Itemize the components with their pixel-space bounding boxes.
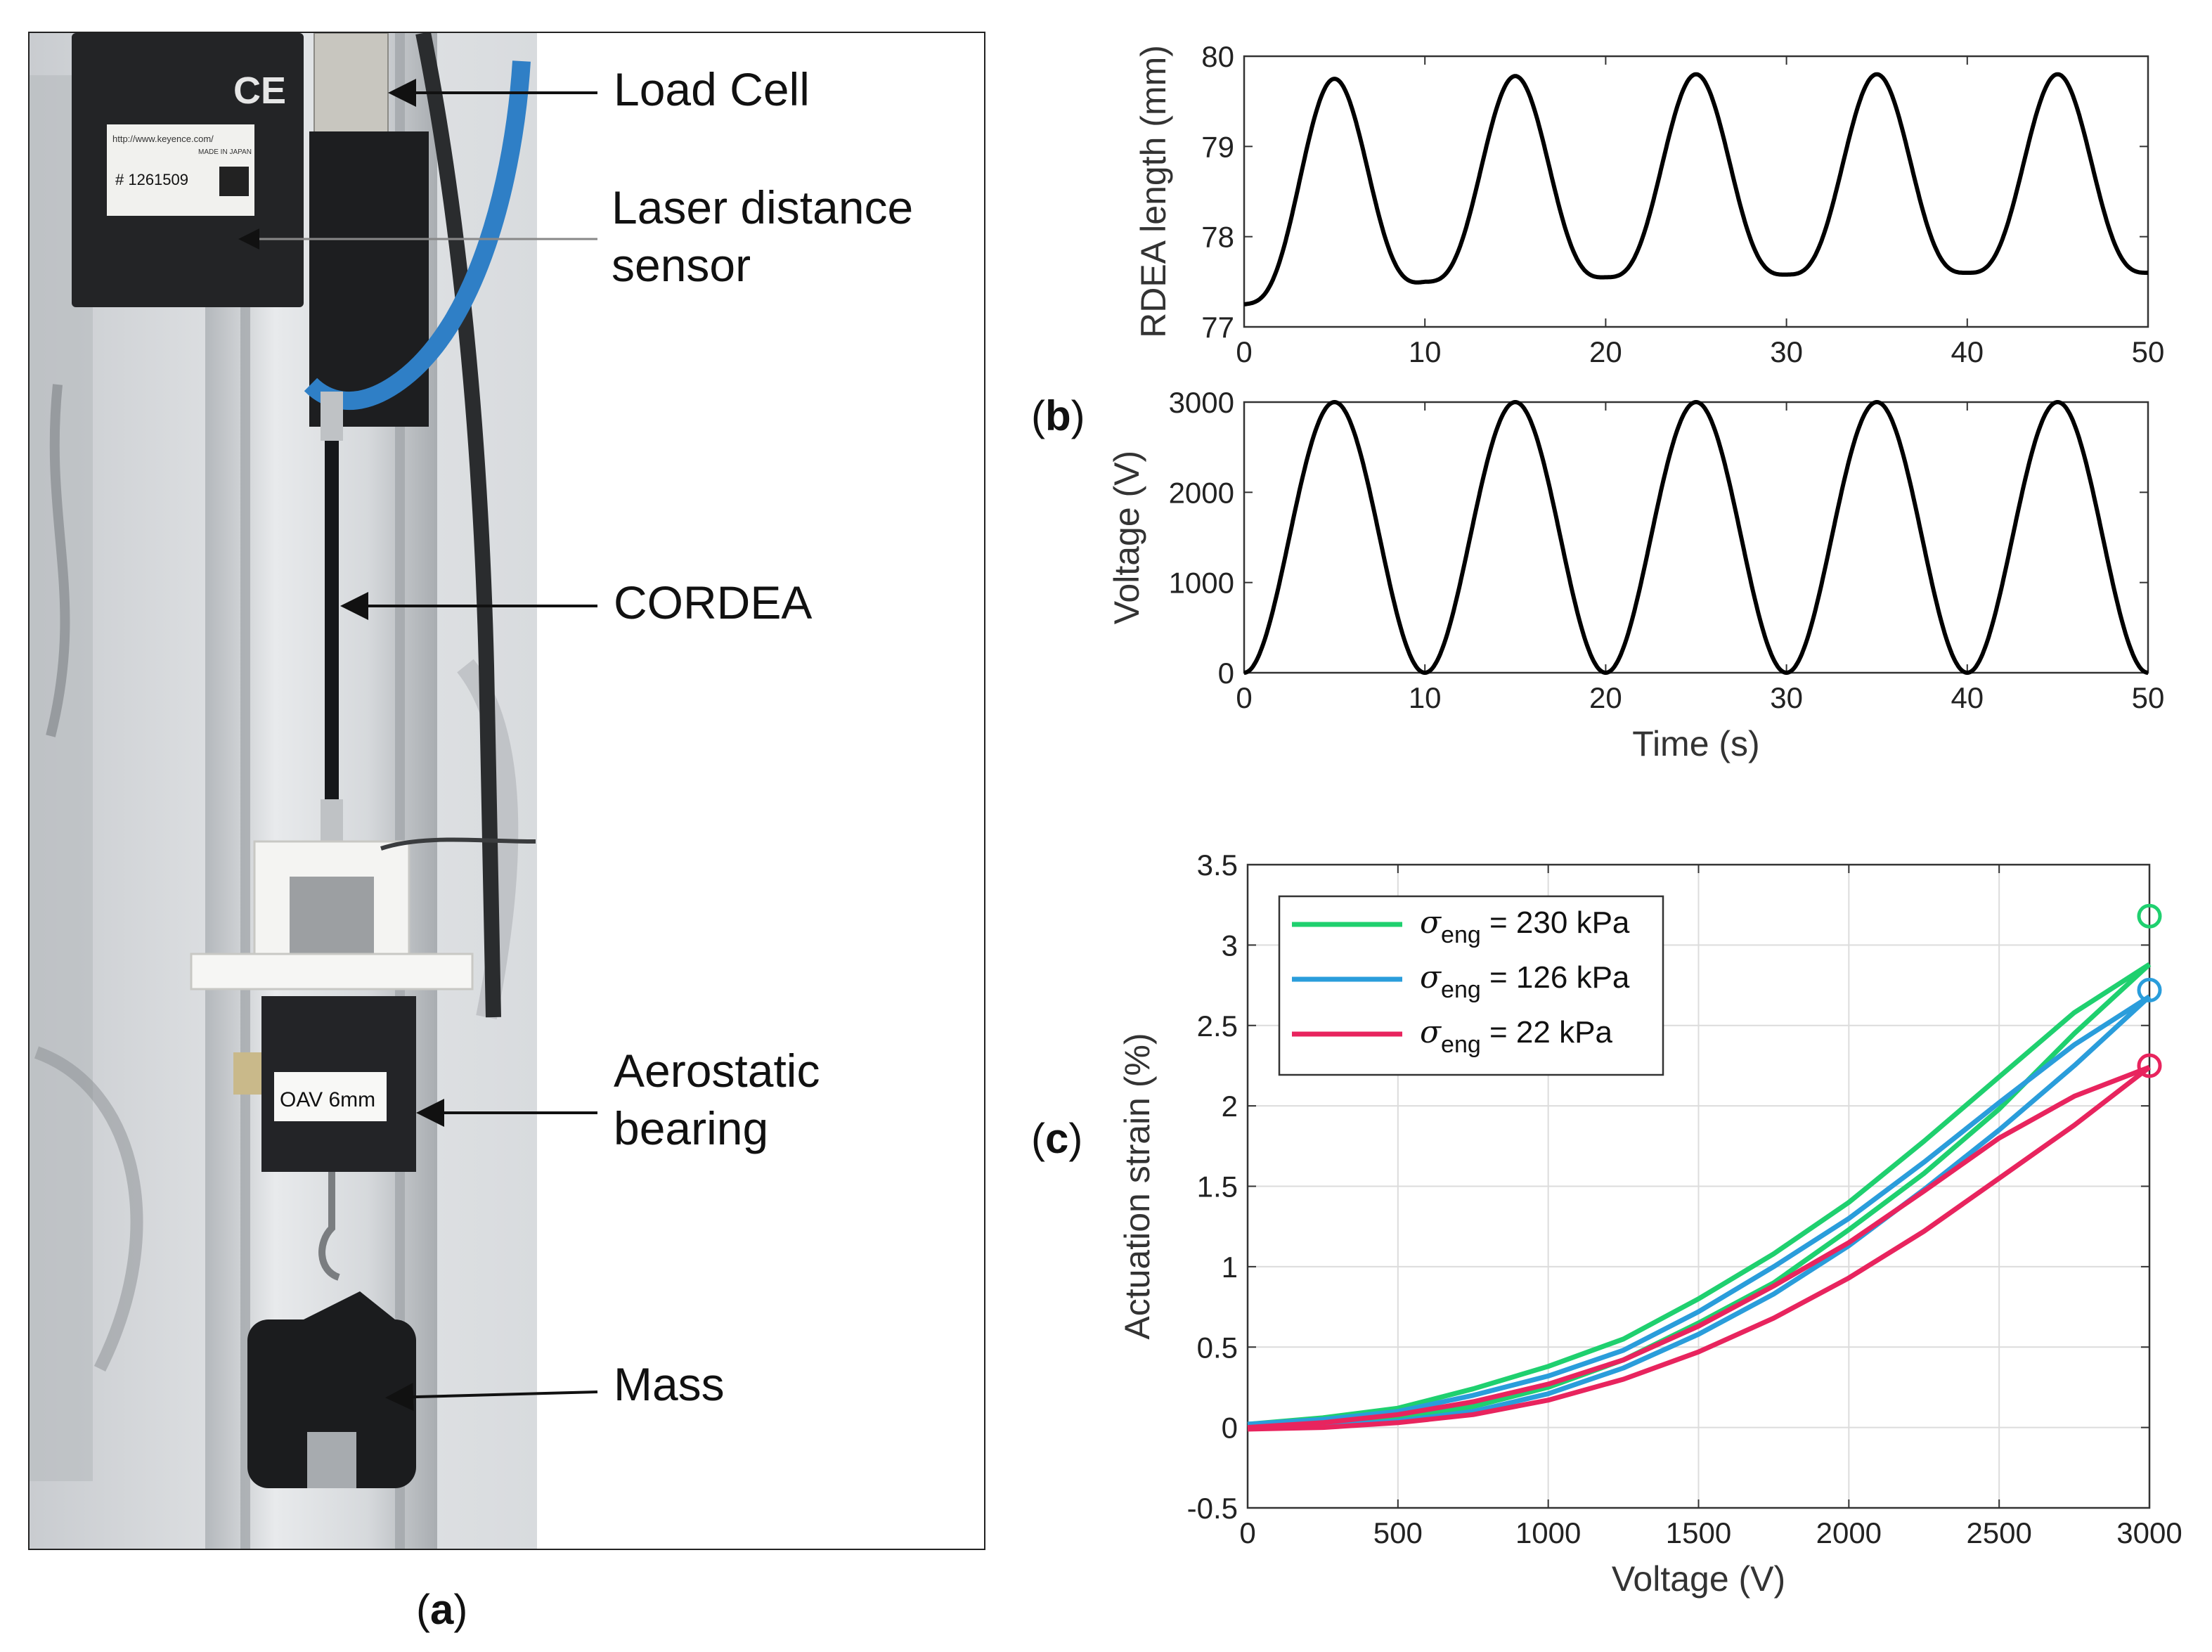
hook: [318, 1172, 341, 1281]
y-tick-label: 3.5: [1197, 848, 1238, 882]
setup-photo: CE http://www.keyence.com/ MADE IN JAPAN…: [30, 31, 537, 1549]
y-tick-label: 2: [1222, 1090, 1238, 1123]
x-tick-label: 30: [1770, 335, 1803, 368]
series-line-2-unloading: [1247, 1065, 2152, 1432]
x-tick-label: 2500: [1966, 1516, 2031, 1549]
label-bearing-line1: Aerostatic: [614, 1045, 820, 1097]
series-line-0-unloading: [1247, 962, 2152, 1431]
label-laser-line2: sensor: [612, 239, 751, 291]
bearing-label-text: OAV 6mm: [280, 1088, 375, 1111]
x-tick-label: 1500: [1666, 1516, 1731, 1549]
label-bearing-line2: bearing: [614, 1102, 768, 1154]
x-tick-label: 20: [1589, 335, 1622, 368]
label-mass: Mass: [614, 1358, 725, 1410]
x-tick-label: 50: [2132, 335, 2165, 368]
x-tick-label: 10: [1409, 681, 1442, 714]
bearing-label: [274, 1072, 387, 1121]
series-marker-0: [2137, 903, 2162, 929]
y-tick-label: 1.5: [1197, 1170, 1238, 1203]
y-tick-label: 79: [1201, 130, 1234, 163]
x-tick-label: 1000: [1515, 1516, 1581, 1549]
arrow-mass: [385, 1383, 598, 1412]
label-laser-line1: Laser distance: [612, 181, 913, 233]
y-tick-label: 3000: [1169, 386, 1234, 419]
ce-mark: CE: [233, 70, 286, 112]
x-tick-label: 40: [1951, 335, 1984, 368]
legend-entry-0: σeng = 230 kPa: [1420, 905, 1630, 948]
fixture-plate: [190, 953, 474, 990]
x-tick-label: 500: [1373, 1516, 1423, 1549]
photo-panel: CE http://www.keyence.com/ MADE IN JAPAN…: [28, 31, 985, 1550]
x-tick-label: 0: [1236, 681, 1252, 714]
spring-top: [321, 392, 343, 441]
sensor-serial: # 1261509: [115, 171, 188, 188]
y-axis-label: Actuation strain (%): [1118, 1033, 1157, 1339]
chart-rdea-length: 0 10 20 30 40 50 77 78 79 80 RDEA length (mm): [1134, 40, 2164, 368]
bearing-fitting: [233, 1052, 261, 1095]
y-tick-label: 77: [1201, 311, 1234, 344]
y-tick-label: 2.5: [1197, 1009, 1238, 1043]
legend-entry-1: σeng = 126 kPa: [1420, 960, 1630, 1003]
panel-label-a: (a): [416, 1586, 467, 1633]
x-tick-label: 0: [1239, 1516, 1255, 1549]
y-tick-label: -0.5: [1187, 1492, 1238, 1525]
fixture-window: [290, 877, 374, 954]
y-tick-label: 0.5: [1197, 1331, 1238, 1364]
series-line-voltage: [1243, 400, 2149, 675]
spring-bottom: [321, 799, 343, 848]
chart-actuation-strain: 0 500 1000 1500 2000 2500 3000-0.500.511.522.5…: [1118, 848, 2182, 1599]
x-tick-label: 3000: [2116, 1516, 2182, 1549]
x-tick-label: 0: [1236, 335, 1252, 368]
x-axis-label: Time (s): [1632, 724, 1759, 763]
label-cordea: CORDEA: [614, 576, 812, 628]
y-tick-label: 0: [1222, 1412, 1238, 1445]
panel-label-b: (b): [1031, 392, 1085, 439]
y-tick-label: 3: [1222, 929, 1238, 962]
sensor-url: http://www.keyence.com/: [112, 134, 214, 144]
x-tick-label: 40: [1951, 681, 1984, 714]
x-tick-label: 20: [1589, 681, 1622, 714]
series-line-2-loading: [1247, 1064, 2151, 1431]
series-marker-2: [2137, 1053, 2162, 1078]
y-tick-label: 78: [1201, 221, 1234, 254]
background-equipment: [30, 75, 93, 1481]
cordea-rod: [325, 399, 339, 834]
legend-entry-2: σeng = 22 kPa: [1420, 1014, 1612, 1058]
qr-code: [219, 167, 249, 196]
y-axis-label: RDEA length (mm): [1134, 45, 1173, 338]
x-tick-label: 50: [2132, 681, 2165, 714]
x-axis-label: Voltage (V): [1612, 1559, 1785, 1599]
y-tick-label: 80: [1201, 40, 1234, 73]
plot-frame: [1243, 55, 2149, 328]
panel-label-c: (c): [1031, 1115, 1082, 1162]
sensor-made-in: MADE IN JAPAN: [198, 148, 252, 156]
label-load-cell: Load Cell: [614, 63, 810, 115]
x-tick-label: 30: [1770, 681, 1803, 714]
series-marker-1: [2137, 977, 2162, 1002]
x-tick-label: 10: [1409, 335, 1442, 368]
mass-weight: [247, 1319, 416, 1488]
series-line-1-loading: [1247, 994, 2151, 1427]
series-line-rdea-length: [1243, 72, 2149, 306]
y-tick-label: 1: [1222, 1251, 1238, 1284]
y-axis-label: Voltage (V): [1107, 451, 1146, 624]
y-tick-label: 1000: [1169, 567, 1234, 600]
chart-voltage-time: 0 10 20 30 40 50 0 1000 2000 3000 Time (s) Voltage …: [1107, 386, 2164, 763]
load-cell: [313, 32, 389, 139]
x-tick-label: 2000: [1816, 1516, 1882, 1549]
series-line-0-loading: [1247, 962, 2151, 1427]
y-tick-label: 0: [1218, 657, 1234, 690]
y-tick-label: 2000: [1169, 476, 1234, 509]
